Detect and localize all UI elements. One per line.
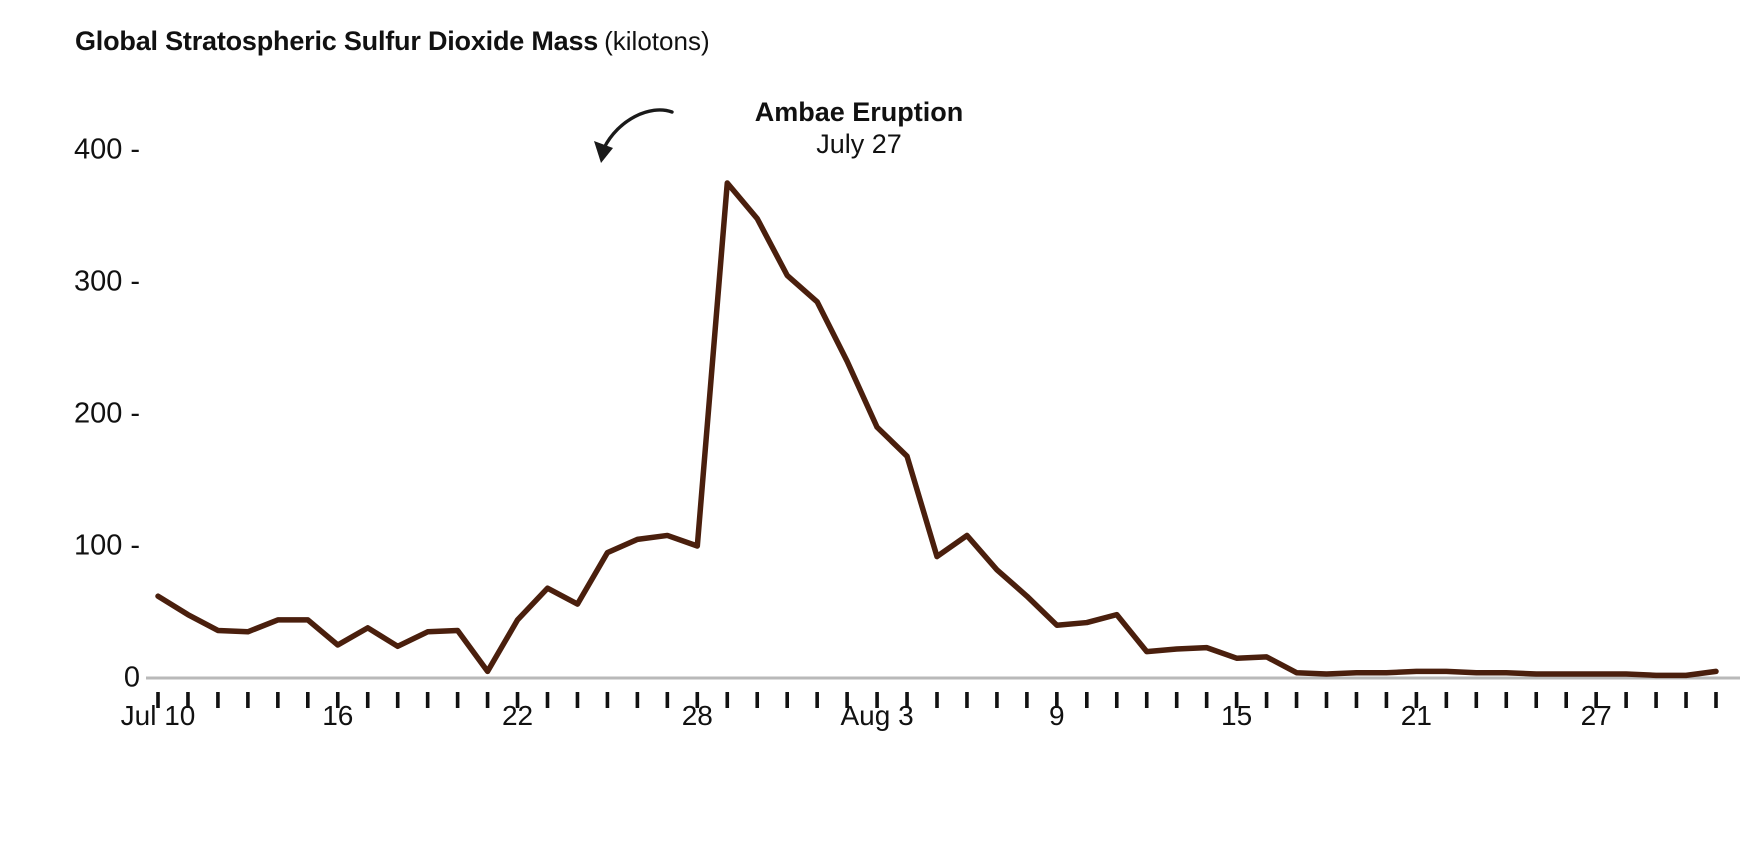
y-axis-tick-200: 200- (73, 397, 140, 430)
x-axis-tick-label: 9 (1049, 700, 1065, 731)
annotation-date: July 27 (816, 128, 902, 159)
y-axis-tick-400: 400- (73, 133, 140, 166)
y-axis-tick-100: 100- (73, 529, 140, 562)
annotation-label: Ambae Eruption (754, 97, 964, 127)
y-axis-tick-300: 300- (73, 265, 140, 298)
annotation-arrow-icon (594, 108, 674, 163)
x-axis-tick-marks (156, 692, 1718, 708)
chart-title-unit: (kilotons) (604, 26, 710, 56)
y-axis-labels: 0 100- 200- 300- 400- (30, 0, 140, 865)
chart-title: Global Stratospheric Sulfur Dioxide Mass (75, 26, 599, 56)
y-axis-tick-0: 0 (123, 661, 140, 694)
data-series-line (155, 180, 1719, 679)
page-title: Global Stratospheric Sulfur Dioxide Mass… (75, 26, 710, 57)
annotation-ambae-eruption: Ambae Eruption July 27 (679, 97, 1039, 161)
